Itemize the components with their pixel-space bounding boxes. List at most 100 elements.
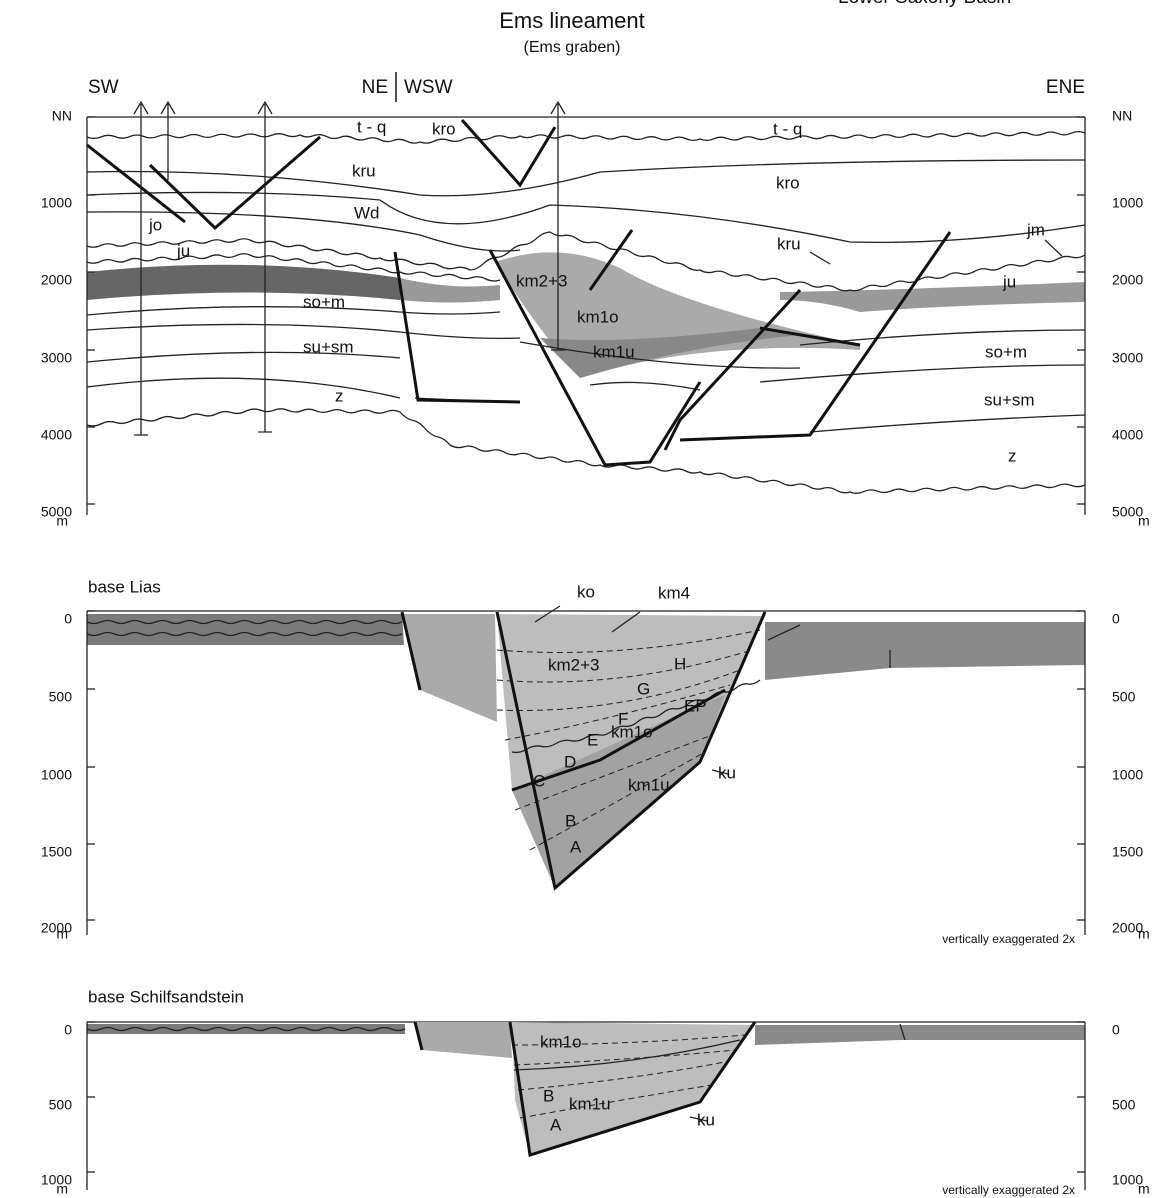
unit-label: kru: [352, 161, 376, 180]
unconformity: [87, 132, 1085, 144]
base-unconformity: [87, 409, 1085, 494]
axis-label: 1000: [1112, 195, 1143, 211]
corner-label: Lower Saxony Basin: [838, 0, 1011, 8]
figure-subtitle: (Ems graben): [524, 39, 621, 56]
unit-label: G: [637, 679, 650, 698]
band: [400, 278, 500, 303]
unit-label: ju: [1002, 272, 1016, 291]
axis-label: 4000: [1112, 427, 1143, 443]
axis-label: 1500: [1112, 844, 1143, 860]
unit-label: t - q: [773, 119, 802, 138]
unit-label: km4: [658, 583, 690, 602]
axis-label: m: [56, 513, 68, 529]
band: [780, 282, 1085, 312]
band-fill: [755, 1025, 1085, 1045]
axis-label: 2000: [1112, 272, 1143, 288]
panel-title: base Lias: [88, 577, 161, 596]
axis-label: 2000: [41, 272, 72, 288]
axis-label: 3000: [41, 350, 72, 366]
unit-label: km2+3: [516, 271, 568, 290]
band-fill: [87, 614, 404, 645]
axis-label: 3000: [1112, 350, 1143, 366]
axis-label: m: [56, 926, 68, 942]
exaggeration-note: vertically exaggerated 2x: [942, 1183, 1075, 1197]
axis-label: 4000: [41, 427, 72, 443]
unit-label: km1o: [611, 722, 653, 741]
unit-label: ku: [718, 763, 736, 782]
unit-label: H: [674, 654, 686, 673]
axis-label: 0: [1112, 611, 1120, 627]
unit-label: z: [1008, 446, 1017, 465]
horizon: [87, 192, 1085, 242]
figure-title: Ems lineament: [499, 8, 645, 33]
axis-label: NN: [52, 108, 72, 124]
cross-section-figure: Ems lineament (Ems graben) Lower Saxony …: [0, 0, 1164, 1198]
axis-label: 500: [49, 1097, 73, 1113]
orientation: SW: [88, 77, 119, 98]
unit-label: km1u: [628, 775, 670, 794]
unit-label: C: [533, 771, 545, 790]
panel-title: base Schilfsandstein: [88, 987, 244, 1006]
axis-label: 1000: [1112, 767, 1143, 783]
horizon: [87, 307, 500, 315]
exaggeration-note: vertically exaggerated 2x: [942, 932, 1075, 946]
unit-label: E: [587, 730, 598, 749]
unit-label: kru: [777, 234, 801, 253]
unit-label: A: [550, 1115, 562, 1134]
shoulder-fill: [404, 614, 497, 722]
axis-label: m: [56, 1181, 68, 1197]
unit-label: so+m: [985, 342, 1027, 361]
unit-label: EP: [684, 696, 707, 715]
orientation: WSW: [404, 77, 453, 98]
panel-base-schilfsandstein: base Schilfsandstein km1o B km1u A ku ve…: [87, 987, 1085, 1197]
unit-label: t - q: [357, 117, 386, 136]
unit-label: B: [543, 1086, 554, 1105]
horizon: [810, 415, 1085, 432]
unit-label: kro: [776, 173, 800, 192]
unit-label: kro: [432, 119, 456, 138]
unit-label: D: [564, 752, 576, 771]
axis-label: NN: [1112, 108, 1132, 124]
well: [161, 102, 175, 180]
unit-label: su+sm: [984, 390, 1035, 409]
horizon: [760, 365, 1085, 382]
zechstein-band: [87, 265, 400, 300]
axis-label: 0: [64, 1022, 72, 1038]
horizon: [87, 324, 520, 338]
axis-label: m: [1138, 513, 1150, 529]
unit-label: km2+3: [548, 655, 600, 674]
axis-label: 1000: [41, 195, 72, 211]
unit-label: ko: [577, 582, 595, 601]
unit-label: Wd: [354, 203, 380, 222]
unit-label: km1u: [593, 342, 635, 361]
unit-label: A: [570, 837, 582, 856]
orientation: NE: [362, 77, 388, 98]
unit-label: km1o: [577, 307, 619, 326]
unit-label: so+m: [303, 292, 345, 311]
axis-label: 500: [1112, 689, 1136, 705]
unit-label: su+sm: [303, 337, 354, 356]
fault: [462, 120, 555, 185]
panel-base-lias: base Lias ko km4 km2+3 H G F E km1o D C …: [87, 577, 1085, 946]
unit-label: ku: [697, 1110, 715, 1129]
band-fill: [765, 622, 1085, 680]
band-fill: [87, 1024, 405, 1034]
axis-label: 500: [49, 689, 73, 705]
axis-label: 1000: [41, 767, 72, 783]
axis-label: m: [1138, 1181, 1150, 1197]
axis-label: 1500: [41, 844, 72, 860]
horizon: [87, 160, 1085, 196]
unit-label: ju: [176, 241, 190, 260]
shoulder-fill: [415, 1022, 512, 1058]
unit-label: jo: [148, 215, 162, 234]
horizon: [590, 382, 700, 390]
axis-label: 0: [1112, 1022, 1120, 1038]
horizon: [87, 378, 400, 398]
unit-label: km1o: [540, 1032, 582, 1051]
orientation: ENE: [1046, 77, 1085, 98]
axis-label: 0: [64, 611, 72, 627]
axis-label: 500: [1112, 1097, 1136, 1113]
unit-label: km1u: [569, 1094, 611, 1113]
fault: [395, 252, 520, 402]
panel-present-day: SW NE WSW ENE: [87, 72, 1085, 493]
